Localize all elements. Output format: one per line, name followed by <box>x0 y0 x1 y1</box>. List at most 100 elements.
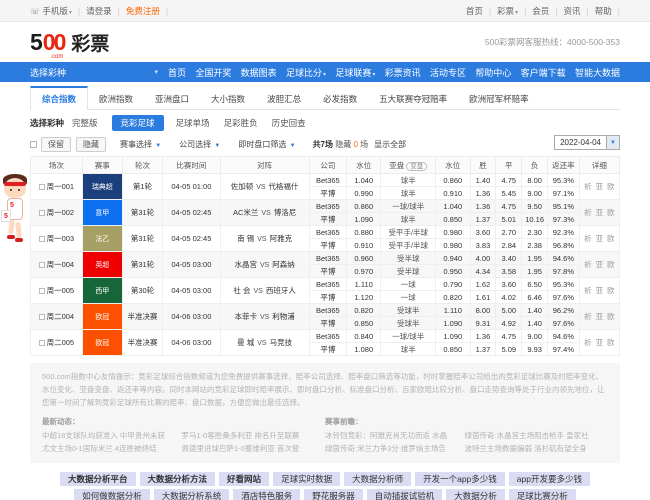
away-team[interactable]: 代格福什 <box>268 182 299 191</box>
detail-link-0[interactable]: 析 <box>584 234 592 243</box>
tag-link[interactable]: 野花服务器 <box>304 489 363 500</box>
home-team[interactable]: 佐加顿 <box>230 182 254 191</box>
subnav-link-3[interactable]: 足彩胜负 <box>223 118 258 128</box>
detail-link-1[interactable]: 亚 <box>595 260 604 269</box>
detail-link-2[interactable]: 欧 <box>607 312 615 321</box>
detail-link-2[interactable]: 欧 <box>607 260 615 269</box>
preview-news-item-1[interactable]: 绿茵传奇:水晶宫主场阻击枪手 皇家社 <box>464 431 589 440</box>
change-handicap-toggle[interactable]: 变盘 <box>406 161 428 171</box>
detail-link-1[interactable]: 亚 <box>595 312 604 321</box>
match-checkbox[interactable] <box>38 288 45 295</box>
topbar-link-4[interactable]: 帮助 <box>594 5 612 16</box>
tab-0[interactable]: 综合指数 <box>30 86 89 110</box>
mobile-version-link[interactable]: ☏ 手机版▾ <box>30 5 72 16</box>
detail-link-1[interactable]: 亚 <box>595 286 604 295</box>
preview-news-item-3[interactable]: 波特兰主场数据偏弱 洛杉矶有望全身 <box>464 443 587 453</box>
nav-item-1[interactable]: 全国开奖 <box>195 67 232 78</box>
away-team[interactable]: 马竞技 <box>269 338 293 347</box>
subnav-link-4[interactable]: 历史回查 <box>271 118 306 128</box>
away-team[interactable]: 博洛尼 <box>273 208 297 217</box>
detail-link-1[interactable]: 亚 <box>595 234 604 243</box>
preview-news-item-0[interactable]: 冰铃铛竞彩：阿雅克肖无功而返 水晶 <box>325 431 448 440</box>
tag-link[interactable]: 足球比赛分析 <box>508 489 576 500</box>
home-team[interactable]: AC米兰 <box>233 208 259 217</box>
match-checkbox[interactable] <box>38 184 45 191</box>
detail-link-1[interactable]: 亚 <box>595 182 604 191</box>
latest-news-item-1[interactable]: 罗马1-0客胜桑多利亚 排名升至联赛 <box>181 431 300 440</box>
subnav-link-1[interactable]: 竞彩足球 <box>111 115 164 131</box>
select-all-checkbox[interactable] <box>30 141 37 148</box>
nav-item-4[interactable]: 足球联赛▾ <box>335 67 376 78</box>
league-badge[interactable]: 西甲 <box>81 277 123 304</box>
date-select[interactable]: 2022-04-04 ▼ <box>554 135 620 150</box>
tab-7[interactable]: 欧洲冠军杯赔率 <box>469 94 529 104</box>
latest-news-item-0[interactable]: 中超18支球队均获准入 中甲贵州未获 <box>42 431 165 440</box>
league-badge[interactable]: 法乙 <box>81 225 123 252</box>
tag-link[interactable]: 如何做数据分析 <box>74 489 150 500</box>
away-team[interactable]: 阿雅克 <box>269 234 293 243</box>
away-team[interactable]: 阿森纳 <box>272 260 295 269</box>
register-link[interactable]: 免费注册 <box>125 5 160 16</box>
hide-button[interactable]: 隐藏 <box>76 137 106 152</box>
detail-link-1[interactable]: 亚 <box>595 338 604 347</box>
topbar-link-0[interactable]: 首页 <box>465 5 483 16</box>
latest-news-item-2[interactable]: 尤文主场0-1国际米兰 4连胜被终结 <box>42 443 157 453</box>
tag-link[interactable]: 大数据分析平台 <box>60 471 136 486</box>
home-team[interactable]: 曼 城 <box>237 338 255 347</box>
subnav-link-0[interactable]: 完整版 <box>72 118 98 128</box>
tab-6[interactable]: 五大联赛夺冠赔率 <box>379 94 448 104</box>
filter-dropdown-2[interactable]: 即时盘口筛选 ▼ <box>238 140 296 149</box>
keep-button[interactable]: 保留 <box>41 137 71 152</box>
detail-link-2[interactable]: 欧 <box>607 182 615 191</box>
tab-4[interactable]: 波胆汇总 <box>267 94 302 104</box>
nav-item-3[interactable]: 足球比分▾ <box>285 67 327 78</box>
tag-link[interactable]: 开发一个app多少钱 <box>415 471 505 486</box>
topbar-link-2[interactable]: 会员 <box>532 5 550 16</box>
show-all-link[interactable]: 显示全部 <box>374 140 407 149</box>
subnav-link-2[interactable]: 足球单场 <box>175 118 210 128</box>
detail-link-0[interactable]: 析 <box>584 182 592 191</box>
league-badge[interactable]: 瑞典超 <box>81 173 123 200</box>
nav-item-8[interactable]: 客户端下载 <box>520 67 566 78</box>
nav-item-7[interactable]: 帮助中心 <box>475 67 512 78</box>
match-checkbox[interactable] <box>38 262 45 269</box>
detail-link-0[interactable]: 析 <box>584 208 592 217</box>
detail-link-0[interactable]: 析 <box>584 260 592 269</box>
preview-news-item-2[interactable]: 绿茵传奇:米兰力争3分 维罗纳主场告 <box>325 443 446 453</box>
detail-link-1[interactable]: 亚 <box>595 208 604 217</box>
away-team[interactable]: 利物浦 <box>272 312 295 321</box>
match-checkbox[interactable] <box>38 236 45 243</box>
tag-link[interactable]: 大数据分析方法 <box>139 471 216 486</box>
detail-link-0[interactable]: 析 <box>584 286 592 295</box>
tab-1[interactable]: 欧洲指数 <box>99 94 134 104</box>
nav-item-2[interactable]: 数据图表 <box>240 67 277 78</box>
tab-5[interactable]: 必发指数 <box>323 94 358 104</box>
nav-item-0[interactable]: 首页 <box>168 67 187 78</box>
detail-link-2[interactable]: 欧 <box>607 234 615 243</box>
lottery-select-dropdown[interactable]: 选择彩种 ▾ <box>30 66 168 79</box>
detail-link-0[interactable]: 析 <box>584 312 592 321</box>
filter-dropdown-1[interactable]: 公司选择 ▼ <box>179 140 221 149</box>
league-badge[interactable]: 英超 <box>81 251 123 278</box>
tab-3[interactable]: 大小指数 <box>211 94 246 104</box>
latest-news-item-3[interactable]: 佩德里进球巴萨1-0塞维利亚 首次登 <box>181 443 300 453</box>
tag-link[interactable]: 足球实时数据 <box>273 471 341 486</box>
login-link[interactable]: 请登录 <box>86 5 112 16</box>
tag-link[interactable]: 自动插拔试验机 <box>366 489 443 500</box>
home-team[interactable]: 社 会 <box>233 286 251 295</box>
site-logo[interactable]: 5 00 .com 彩票 <box>30 30 109 60</box>
tag-link[interactable]: app开发要多少钱 <box>508 471 590 486</box>
nav-item-5[interactable]: 彩票资讯 <box>384 67 421 78</box>
league-badge[interactable]: 意甲 <box>81 199 123 226</box>
detail-link-2[interactable]: 欧 <box>607 286 615 295</box>
league-badge[interactable]: 欧冠 <box>81 303 123 330</box>
nav-item-6[interactable]: 活动专区 <box>430 67 467 78</box>
topbar-link-3[interactable]: 资讯 <box>563 5 581 16</box>
tag-link[interactable]: 酒店特色服务 <box>233 489 301 500</box>
home-team[interactable]: 本菲卡 <box>234 312 257 321</box>
filter-dropdown-0[interactable]: 赛事选择 ▼ <box>120 140 162 149</box>
tag-link[interactable]: 大数据分析 <box>446 489 505 500</box>
topbar-link-1[interactable]: 彩票▾ <box>497 5 519 16</box>
nav-item-9[interactable]: 智能大数据 <box>574 67 620 78</box>
tag-link[interactable]: 好看网站 <box>219 471 270 486</box>
